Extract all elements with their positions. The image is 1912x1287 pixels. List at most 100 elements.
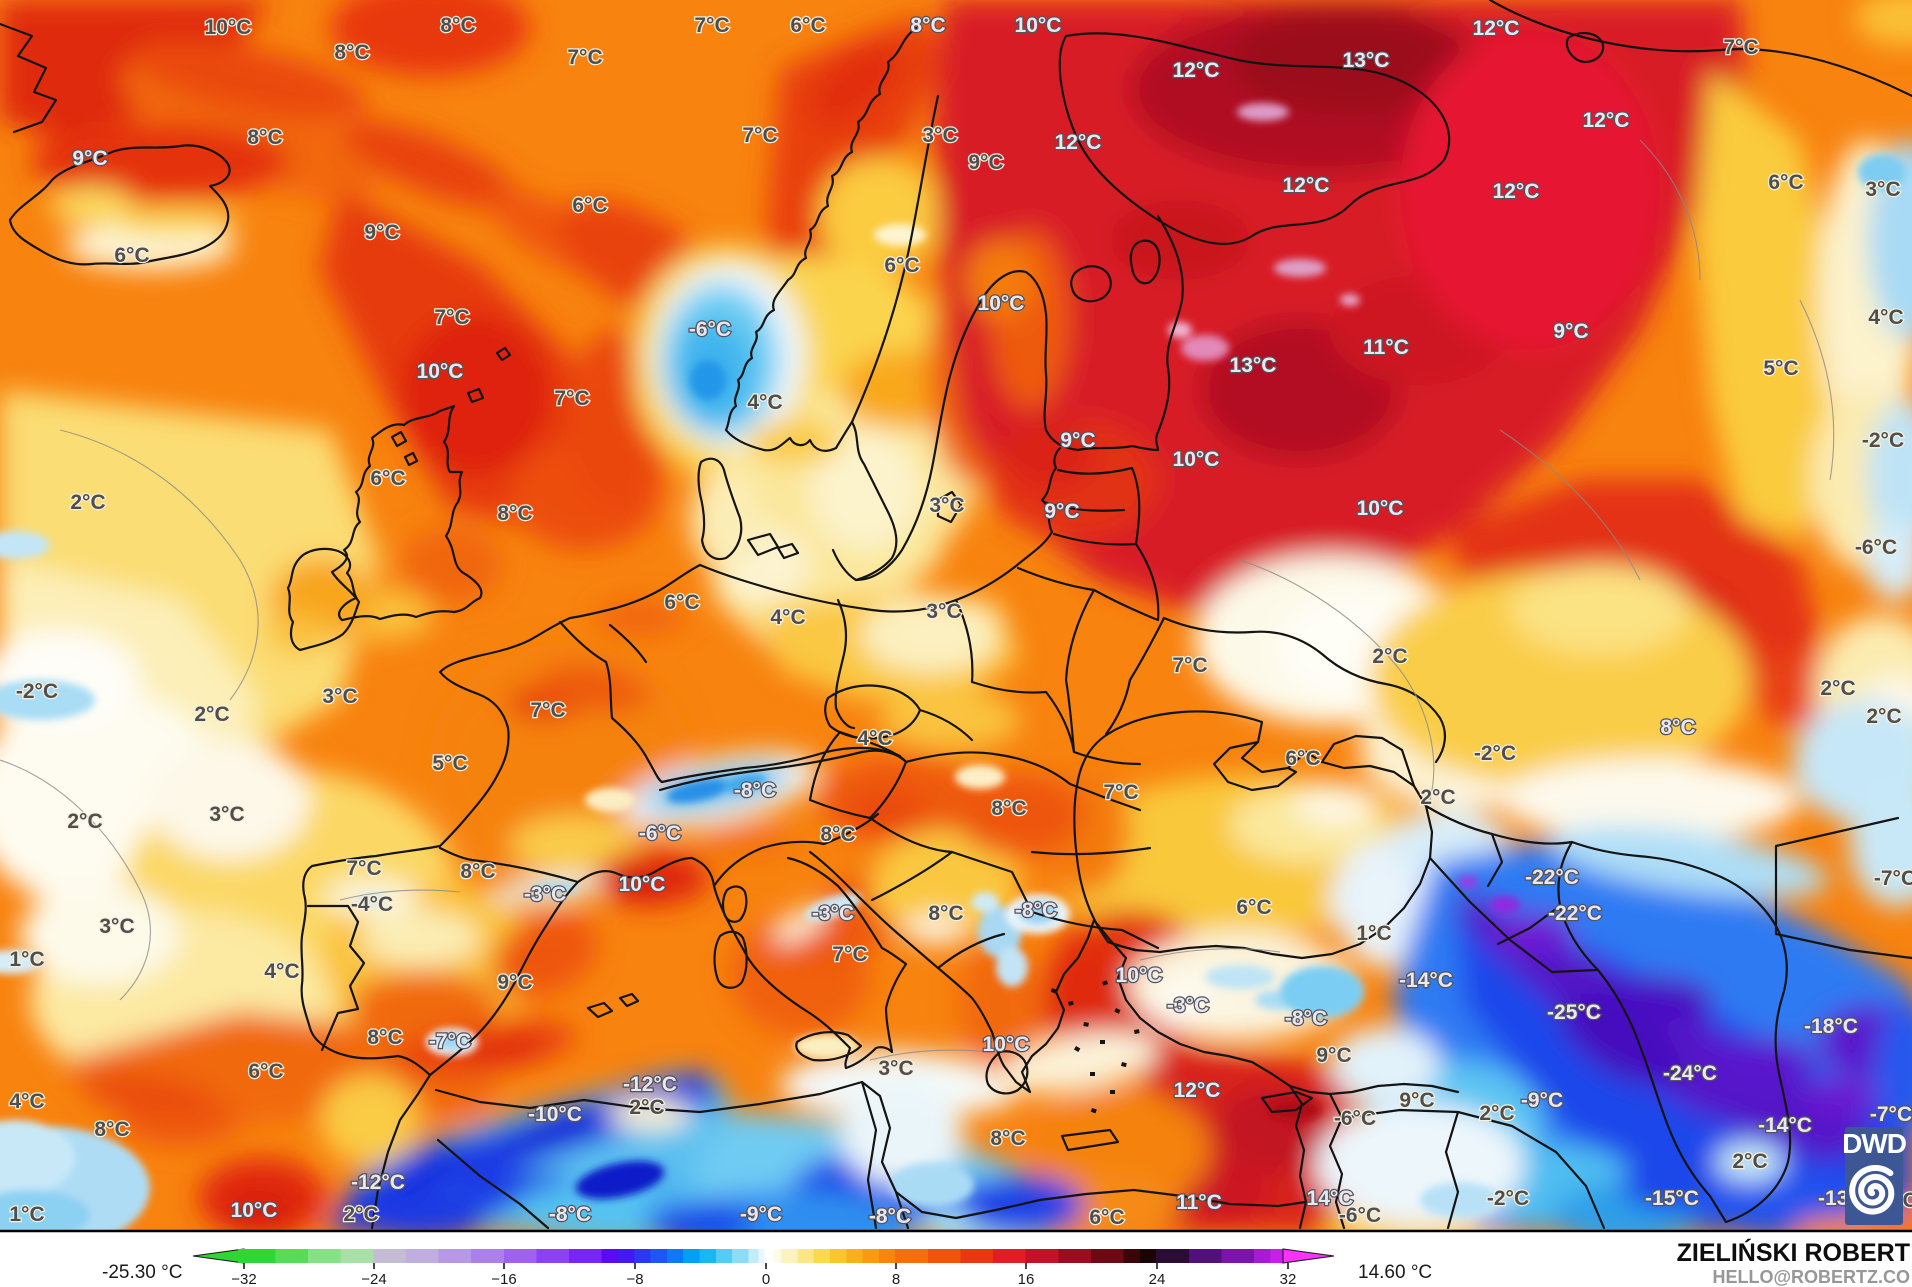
svg-text:32: 32 — [1280, 1271, 1297, 1287]
svg-text:-6°C: -6°C — [1339, 1204, 1381, 1227]
svg-text:8°C: 8°C — [460, 860, 495, 883]
svg-text:10°C: 10°C — [1015, 14, 1062, 37]
svg-text:24: 24 — [1149, 1271, 1166, 1287]
svg-text:9°C: 9°C — [72, 147, 107, 170]
svg-text:12°C: 12°C — [1173, 59, 1220, 82]
svg-text:-8°C: -8°C — [734, 779, 776, 802]
svg-text:2°C: 2°C — [1866, 705, 1901, 728]
svg-text:10°C: 10°C — [978, 292, 1025, 315]
svg-text:-3°C: -3°C — [812, 902, 854, 925]
svg-text:6°C: 6°C — [248, 1060, 283, 1083]
svg-text:3°C: 3°C — [922, 124, 957, 147]
svg-text:5°C: 5°C — [1763, 357, 1798, 380]
svg-text:-4°C: -4°C — [351, 893, 393, 916]
svg-text:-3°C: -3°C — [524, 883, 566, 906]
svg-text:-12°C: -12°C — [351, 1171, 405, 1194]
svg-text:10°C: 10°C — [1173, 448, 1220, 471]
svg-text:2°C: 2°C — [1820, 677, 1855, 700]
svg-text:9°C: 9°C — [1060, 429, 1095, 452]
svg-text:6°C: 6°C — [664, 591, 699, 614]
svg-text:3°C: 3°C — [1865, 178, 1900, 201]
svg-text:6°C: 6°C — [114, 244, 149, 267]
svg-text:3°C: 3°C — [99, 915, 134, 938]
svg-text:7°C: 7°C — [434, 306, 469, 329]
svg-text:12°C: 12°C — [1174, 1079, 1221, 1102]
svg-text:8°C: 8°C — [334, 41, 369, 64]
svg-text:6°C: 6°C — [370, 467, 405, 490]
svg-text:9°C: 9°C — [497, 971, 532, 994]
svg-text:14°C: 14°C — [1307, 1187, 1354, 1210]
svg-text:2°C: 2°C — [194, 703, 229, 726]
svg-text:6°C: 6°C — [790, 14, 825, 37]
svg-text:6°C: 6°C — [1089, 1206, 1124, 1229]
svg-text:4°C: 4°C — [770, 606, 805, 629]
svg-text:8°C: 8°C — [94, 1118, 129, 1141]
svg-text:7°C: 7°C — [554, 387, 589, 410]
svg-text:10°C: 10°C — [1357, 497, 1404, 520]
svg-text:8°C: 8°C — [991, 797, 1026, 820]
svg-text:10°C: 10°C — [231, 1199, 278, 1222]
svg-text:10°C: 10°C — [619, 873, 666, 896]
svg-text:9°C: 9°C — [1044, 500, 1079, 523]
svg-text:6°C: 6°C — [1285, 747, 1320, 770]
svg-text:9°C: 9°C — [1553, 320, 1588, 343]
svg-text:-18°C: -18°C — [1804, 1015, 1858, 1038]
svg-text:-10°C: -10°C — [528, 1103, 582, 1126]
svg-text:-22°C: -22°C — [1548, 902, 1602, 925]
svg-text:-8°C: -8°C — [869, 1205, 911, 1228]
svg-text:4°C: 4°C — [857, 727, 892, 750]
svg-text:9°C: 9°C — [1316, 1044, 1351, 1067]
svg-text:2°C: 2°C — [1372, 645, 1407, 668]
svg-text:3°C: 3°C — [926, 600, 961, 623]
svg-text:-24°C: -24°C — [1663, 1062, 1717, 1085]
svg-text:−8: −8 — [626, 1271, 643, 1287]
svg-text:-25°C: -25°C — [1547, 1001, 1601, 1024]
svg-text:16: 16 — [1018, 1271, 1035, 1287]
svg-text:12°C: 12°C — [1493, 180, 1540, 203]
svg-text:8°C: 8°C — [910, 14, 945, 37]
svg-text:2°C: 2°C — [1420, 786, 1455, 809]
svg-text:2°C: 2°C — [70, 491, 105, 514]
svg-text:ZIELIŃSKI ROBERT: ZIELIŃSKI ROBERT — [1677, 1238, 1910, 1267]
svg-text:-7°C: -7°C — [1874, 867, 1912, 890]
svg-text:6°C: 6°C — [1236, 896, 1271, 919]
svg-text:2°C: 2°C — [1732, 1150, 1767, 1173]
svg-text:7°C: 7°C — [832, 943, 867, 966]
svg-text:6°C: 6°C — [572, 194, 607, 217]
svg-text:-2°C: -2°C — [1862, 429, 1904, 452]
svg-text:-14°C: -14°C — [1758, 1114, 1812, 1137]
svg-text:-8°C: -8°C — [1285, 1007, 1327, 1030]
svg-text:8°C: 8°C — [497, 502, 532, 525]
svg-text:4°C: 4°C — [264, 960, 299, 983]
svg-text:11°C: 11°C — [1363, 336, 1409, 359]
svg-text:9°C: 9°C — [968, 151, 1003, 174]
svg-text:9°C: 9°C — [364, 221, 399, 244]
svg-text:8°C: 8°C — [820, 823, 855, 846]
svg-text:7°C: 7°C — [1172, 654, 1207, 677]
svg-text:12°C: 12°C — [1583, 109, 1630, 132]
svg-text:8°C: 8°C — [440, 14, 475, 37]
svg-text:-6°C: -6°C — [1855, 536, 1897, 559]
svg-text:-2°C: -2°C — [16, 680, 58, 703]
svg-text:-9°C: -9°C — [1521, 1089, 1563, 1112]
svg-text:13°C: 13°C — [1343, 49, 1390, 72]
svg-text:10°C: 10°C — [417, 360, 464, 383]
svg-text:−32: −32 — [231, 1271, 256, 1287]
svg-text:7°C: 7°C — [1103, 781, 1138, 804]
svg-text:-12°C: -12°C — [623, 1073, 677, 1096]
svg-text:-2°C: -2°C — [1474, 742, 1516, 765]
svg-text:-25.30 °C: -25.30 °C — [102, 1262, 182, 1283]
svg-text:12°C: 12°C — [1055, 131, 1102, 154]
svg-text:-8°C: -8°C — [1015, 899, 1057, 922]
svg-text:4°C: 4°C — [1868, 306, 1903, 329]
svg-text:8°C: 8°C — [1660, 716, 1695, 739]
svg-text:4°C: 4°C — [747, 391, 782, 414]
svg-text:-15°C: -15°C — [1645, 1187, 1699, 1210]
svg-text:-6°C: -6°C — [639, 822, 681, 845]
svg-text:-9°C: -9°C — [740, 1203, 782, 1226]
svg-text:7°C: 7°C — [694, 14, 729, 37]
svg-text:DWD: DWD — [1842, 1128, 1907, 1159]
svg-text:-7°C: -7°C — [429, 1030, 471, 1053]
svg-text:10°C: 10°C — [205, 16, 252, 39]
svg-text:14.60 °C: 14.60 °C — [1358, 1262, 1432, 1283]
